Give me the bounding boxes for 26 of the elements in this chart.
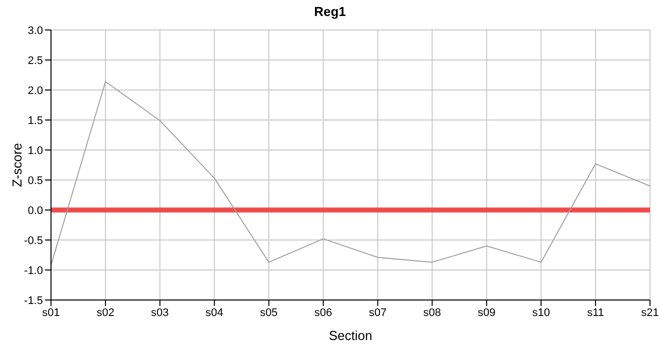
x-tick-label: s09	[478, 306, 496, 319]
y-tick-label: 3.0	[28, 24, 43, 37]
x-tick-label: s21	[641, 306, 659, 319]
y-tick-label: 2.5	[28, 54, 43, 67]
y-tick-label: 1.5	[28, 114, 43, 127]
y-tick-label: -1.0	[24, 264, 43, 277]
y-tick-label: -1.5	[24, 294, 43, 307]
y-tick-label: 0.5	[28, 174, 43, 187]
x-tick-label: s10	[532, 306, 550, 319]
y-tick-label: 1.0	[28, 144, 43, 157]
x-tick-label: s05	[260, 306, 278, 319]
y-tick-label: 0.0	[28, 204, 43, 217]
x-tick-label: s11	[587, 306, 604, 319]
x-tick-label: s07	[368, 306, 387, 319]
line-series	[50, 81, 650, 266]
x-tick-label: s04	[205, 306, 224, 319]
x-tick-label: s08	[423, 306, 442, 319]
x-tick-label: s01	[42, 306, 60, 319]
y-axis-title: Z-score	[10, 142, 25, 188]
x-tick-label: s03	[151, 306, 169, 319]
chart-title: Reg1	[313, 4, 347, 19]
y-tick-label: 2.0	[28, 84, 43, 97]
x-tick-label: s06	[314, 306, 332, 319]
y-tick-label: -0.5	[24, 234, 43, 247]
x-tick-label: s02	[96, 306, 114, 319]
x-axis-title: Section	[328, 328, 372, 343]
